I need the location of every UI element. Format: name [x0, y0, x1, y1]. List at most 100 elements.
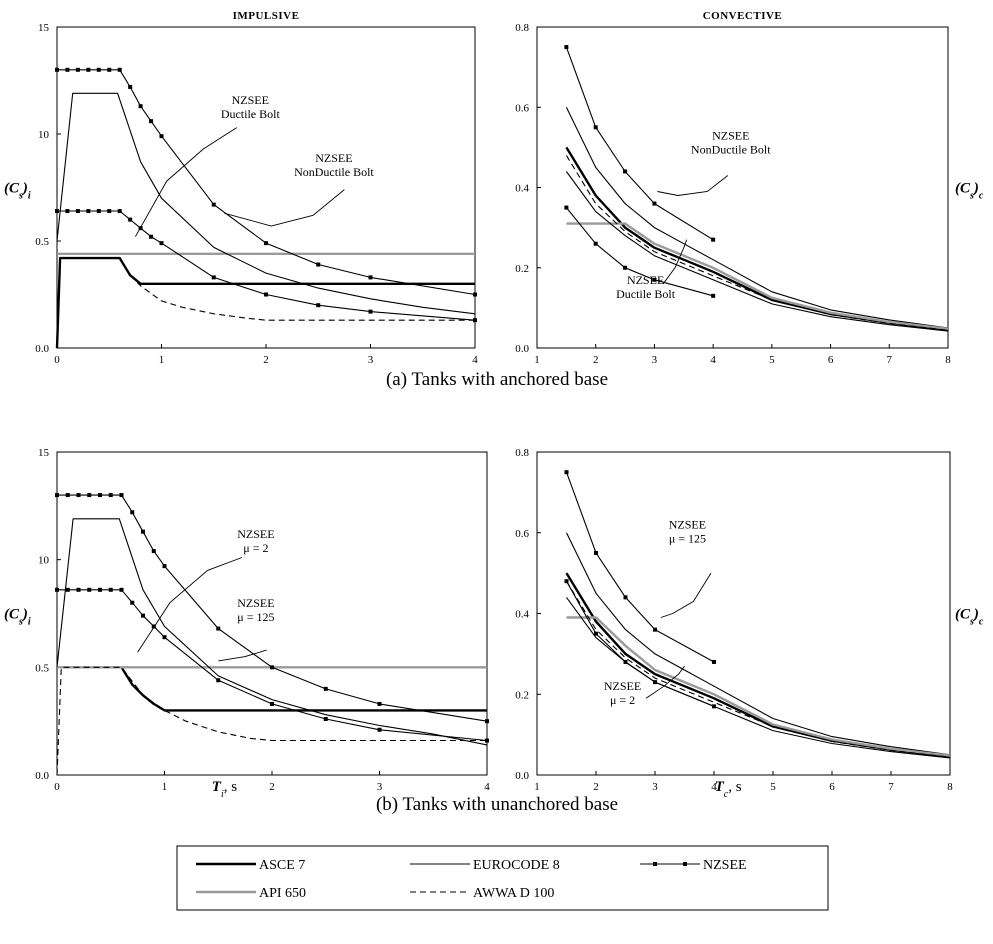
x-tick-label: 1 [534, 354, 540, 366]
data-point [368, 309, 373, 314]
plot-frame [536, 26, 949, 349]
data-point [377, 727, 382, 732]
data-point [151, 549, 156, 554]
annotation-label: μ = 125 [669, 532, 706, 546]
caption-b: (b) Tanks with unanchored base [376, 794, 618, 815]
annotation-label: NZSEE [237, 527, 274, 541]
y-axis-label: (Cs)i [4, 181, 31, 202]
data-point [712, 704, 716, 709]
annotation-leader [660, 572, 712, 618]
legend-frame [176, 845, 829, 911]
series-line-awwa [566, 580, 951, 758]
y-tick-label: 0.8 [515, 447, 529, 459]
data-point [138, 104, 143, 109]
x-tick-label: 8 [947, 781, 953, 793]
data-point [473, 318, 477, 323]
data-point [270, 665, 274, 670]
legend-label: NZSEE [703, 858, 747, 873]
series-line-api [566, 222, 949, 330]
x-axis-label: Tc, s [715, 779, 742, 800]
data-point [594, 550, 598, 555]
x-tick-label: 1 [534, 781, 540, 793]
x-tick-label: 7 [888, 781, 894, 793]
series-line-nzsee [57, 589, 488, 742]
data-point [623, 595, 628, 600]
data-point [564, 45, 569, 50]
data-point [149, 234, 154, 239]
caption-a: (a) Tanks with anchored base [386, 369, 608, 390]
panel-title: CONVECTIVE [703, 10, 783, 22]
data-point [151, 624, 156, 629]
data-point [316, 262, 321, 267]
data-point [485, 738, 489, 743]
series-line-api [566, 616, 951, 757]
x-tick-label: 4 [710, 354, 716, 366]
annotation-label: NZSEE [232, 93, 269, 107]
data-point [119, 493, 124, 498]
y-tick-label: 0.0 [515, 343, 529, 355]
data-point [130, 510, 135, 515]
y-axis-label: (Cs)c [955, 181, 984, 202]
data-point [377, 701, 382, 706]
data-point [108, 587, 113, 592]
panel-a-impulsive: 0 1 2 3 40.00.51015IMPULSIVE(Cs)iNZSEEDuctil… [4, 10, 478, 366]
legend-label: AWWA D 100 [473, 886, 554, 901]
series-line-euro [56, 92, 476, 315]
panel-b-convective: 1 2 3 4 5 6 7 80.00.20.40.60.8(Cs)cTc, sNZSEEμ … [515, 447, 984, 800]
data-point [594, 631, 598, 636]
y-tick-label: 0.4 [515, 183, 529, 195]
data-point [711, 293, 716, 298]
legend-label: ASCE 7 [259, 858, 305, 873]
y-tick-label: 0.5 [35, 662, 49, 674]
annotation-label: NZSEE [237, 596, 274, 610]
data-point [653, 680, 657, 685]
data-point [55, 493, 59, 498]
x-tick-label: 4 [484, 781, 490, 793]
y-tick-label: 0.0 [35, 770, 49, 782]
annotation-label: NonDuctile Bolt [691, 142, 771, 156]
data-point [652, 201, 657, 206]
annotation-leader [662, 239, 688, 285]
legend-marker [683, 862, 687, 866]
data-point [128, 84, 133, 89]
y-tick-label: 0.0 [35, 343, 49, 355]
x-tick-label: 0 [54, 781, 60, 793]
data-point [485, 719, 489, 724]
data-point [264, 292, 268, 297]
annotation-label: μ = 2 [243, 541, 268, 555]
y-axis-label: (Cs)i [4, 607, 31, 628]
data-point [65, 67, 70, 72]
data-point [87, 493, 92, 498]
series-line-euro [566, 597, 951, 759]
data-point [593, 241, 598, 246]
series-line-nzsee [57, 69, 476, 296]
x-tick-label: 5 [769, 354, 775, 366]
x-tick-label: 3 [652, 354, 658, 366]
data-point [65, 493, 70, 498]
data-point [564, 579, 569, 584]
y-tick-label: 0.6 [515, 102, 529, 114]
panel-title: IMPULSIVE [233, 10, 300, 22]
plot-frame [56, 26, 476, 349]
series-line-euro [56, 518, 488, 746]
x-tick-label: 2 [263, 354, 269, 366]
y-tick-label: 15 [38, 447, 50, 459]
data-point [149, 119, 154, 124]
x-tick-label: 1 [159, 354, 165, 366]
x-tick-label: 2 [269, 781, 275, 793]
x-tick-label: 3 [652, 781, 658, 793]
annotation-label: μ = 125 [237, 610, 274, 624]
series-line-asce [565, 146, 949, 332]
annotation-leader [218, 649, 267, 662]
plot-frame [536, 451, 951, 776]
series-line-nzsee [565, 472, 715, 663]
data-point [75, 67, 80, 72]
series-line-awwa [565, 155, 949, 331]
annotation-leader [224, 189, 345, 227]
x-axis-label: Ti, s [212, 779, 237, 800]
data-point [368, 275, 373, 280]
y-tick-label: 10 [38, 129, 50, 141]
y-axis-label: (Cs)c [955, 607, 984, 628]
data-point [264, 241, 268, 246]
